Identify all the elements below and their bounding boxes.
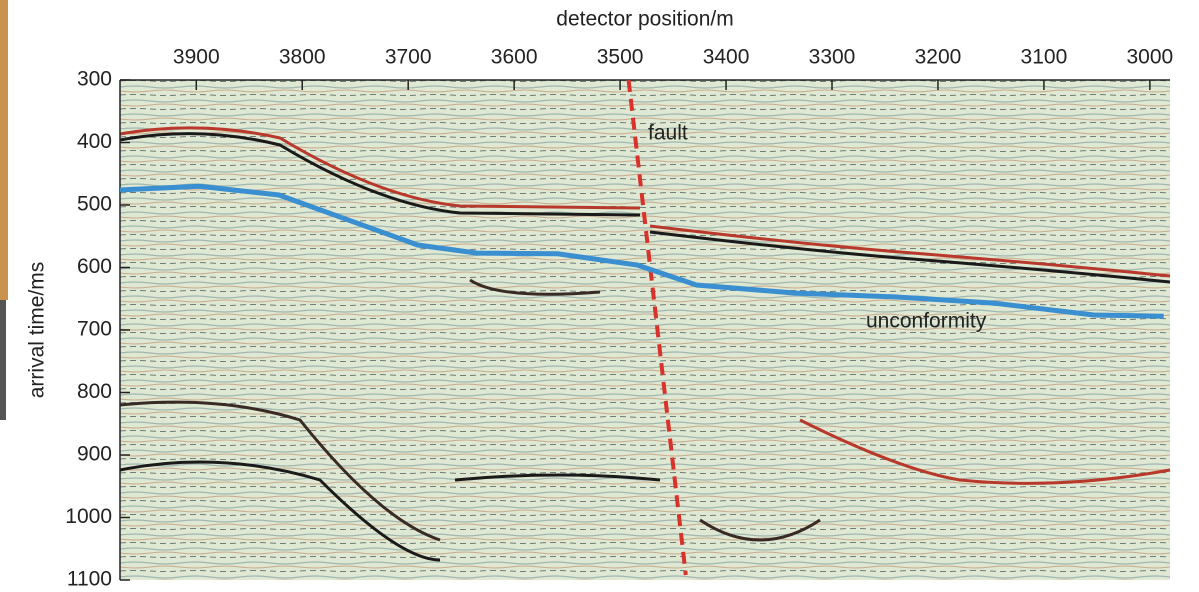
x-tick-label: 3000 bbox=[1127, 46, 1174, 69]
annotation: unconformity bbox=[866, 310, 987, 333]
y-tick-label: 300 bbox=[77, 68, 112, 91]
x-tick-label: 3800 bbox=[279, 46, 326, 69]
edge-strip bbox=[0, 300, 6, 420]
x-tick-label: 3200 bbox=[915, 46, 962, 69]
y-tick-label: 500 bbox=[77, 193, 112, 216]
y-tick-label: 600 bbox=[77, 255, 112, 278]
x-tick-label: 3900 bbox=[173, 46, 220, 69]
x-axis-label: detector position/m bbox=[556, 8, 733, 31]
y-tick-label: 1000 bbox=[65, 505, 112, 528]
edge-strip bbox=[0, 0, 8, 300]
annotation: fault bbox=[648, 122, 688, 145]
x-tick-label: 3400 bbox=[703, 46, 750, 69]
y-tick-label: 1100 bbox=[67, 568, 112, 591]
seismic-section bbox=[120, 80, 1170, 580]
x-tick-label: 3300 bbox=[809, 46, 856, 69]
page: detector position/m arrival time/ms faul… bbox=[0, 0, 1199, 592]
y-tick-label: 700 bbox=[77, 318, 112, 341]
y-axis-label: arrival time/ms bbox=[26, 262, 49, 399]
y-tick-label: 800 bbox=[77, 380, 112, 403]
x-tick-label: 3500 bbox=[597, 46, 644, 69]
x-tick-label: 3100 bbox=[1021, 46, 1068, 69]
x-tick-label: 3600 bbox=[491, 46, 538, 69]
y-tick-label: 900 bbox=[77, 443, 112, 466]
chart: detector position/m arrival time/ms faul… bbox=[0, 0, 1199, 592]
y-tick-label: 400 bbox=[77, 130, 112, 153]
x-tick-label: 3700 bbox=[385, 46, 432, 69]
